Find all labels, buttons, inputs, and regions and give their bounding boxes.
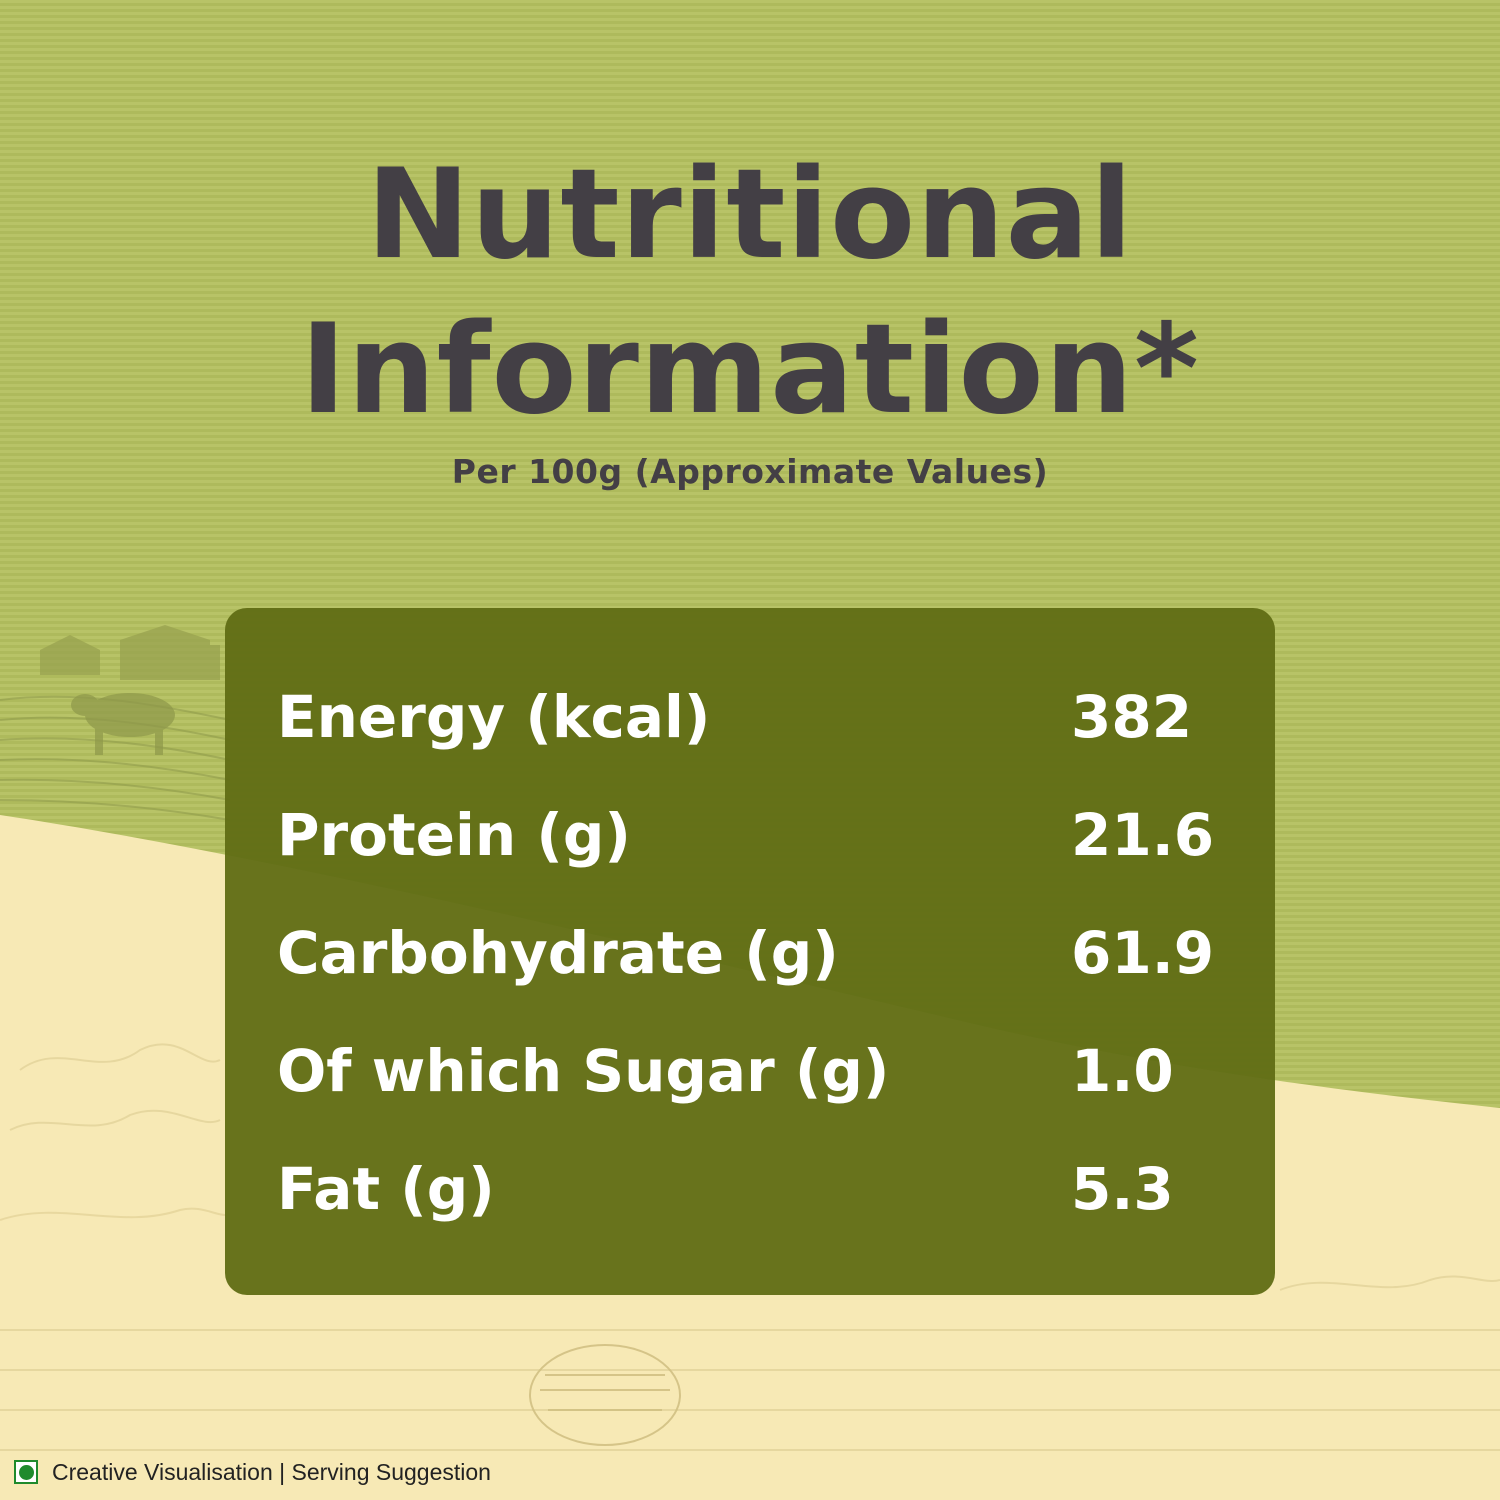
veg-mark-icon xyxy=(14,1460,38,1484)
footer-disclaimer: Creative Visualisation | Serving Suggest… xyxy=(14,1456,491,1488)
nutrition-row-sugar: Of which Sugar (g) 1.0 xyxy=(225,1037,1275,1137)
page-title-line-1: Nutritional xyxy=(366,143,1134,287)
nutrition-row-protein: Protein (g) 21.6 xyxy=(225,801,1275,901)
nutrient-value: 1.0 xyxy=(1071,1037,1174,1105)
nutrition-row-carbohydrate: Carbohydrate (g) 61.9 xyxy=(225,919,1275,1019)
nutrient-label: Energy (kcal) xyxy=(277,683,711,751)
page-title-line-2: Information* xyxy=(300,298,1200,442)
nutrient-value: 382 xyxy=(1071,683,1193,751)
nutrient-label: Fat (g) xyxy=(277,1155,495,1223)
nutrition-panel: Energy (kcal) 382 Protein (g) 21.6 Carbo… xyxy=(225,608,1275,1295)
nutrition-row-energy: Energy (kcal) 382 xyxy=(225,683,1275,783)
nutrient-label: Protein (g) xyxy=(277,801,631,869)
nutrient-value: 5.3 xyxy=(1071,1155,1174,1223)
nutrient-label: Carbohydrate (g) xyxy=(277,919,839,987)
nutrient-value: 61.9 xyxy=(1071,919,1215,987)
footer-text: Creative Visualisation | Serving Suggest… xyxy=(52,1458,491,1485)
nutrition-row-fat: Fat (g) 5.3 xyxy=(225,1155,1275,1255)
nutrient-value: 21.6 xyxy=(1071,801,1215,869)
page-subtitle: Per 100g (Approximate Values) xyxy=(451,452,1049,491)
nutrient-label: Of which Sugar (g) xyxy=(277,1037,890,1105)
